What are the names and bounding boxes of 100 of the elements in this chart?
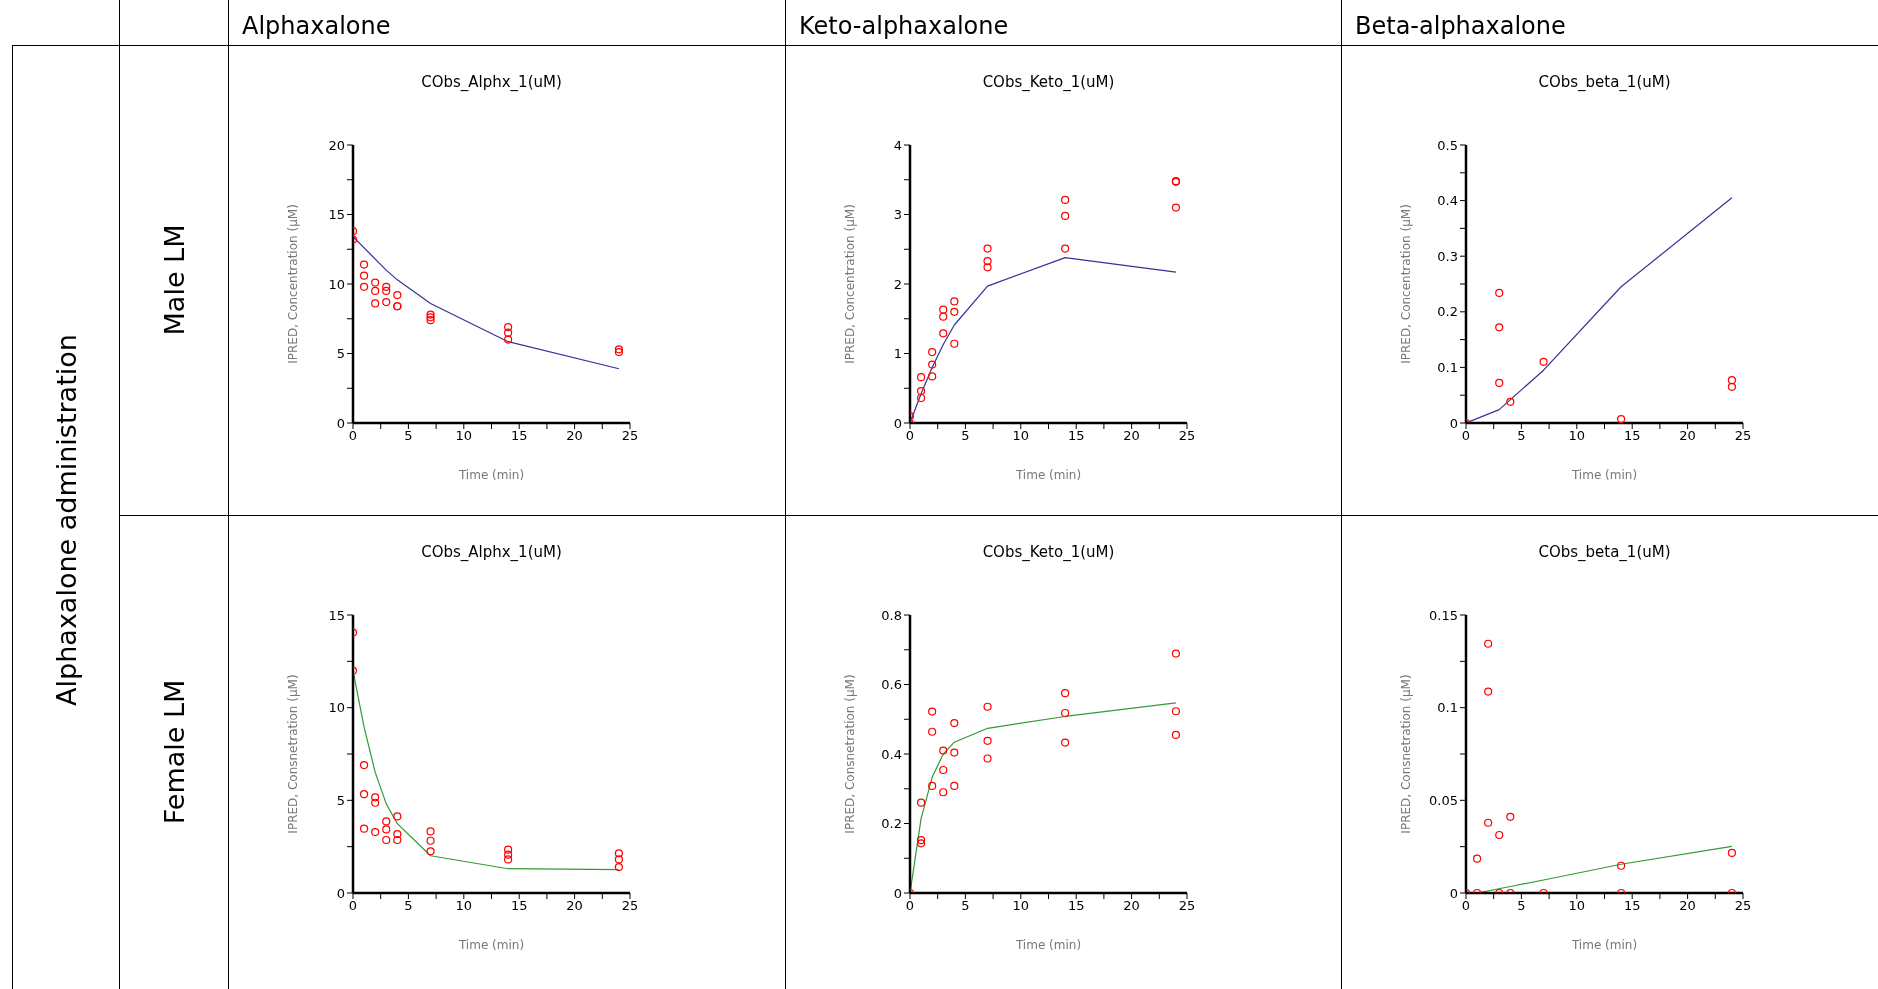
point <box>426 836 435 845</box>
point <box>939 788 948 797</box>
y-axis-title: IPRED, Concentration (μM) <box>843 204 858 364</box>
y-axis-title: IPRED, Concentration (μM) <box>286 204 301 364</box>
point <box>916 386 926 396</box>
x-axis-title: Time (min) <box>1014 468 1082 482</box>
point <box>916 836 926 845</box>
point <box>939 765 948 775</box>
y-tick-label: 0 <box>336 415 345 431</box>
x-axis-title: Time (min) <box>1570 468 1638 482</box>
point <box>1484 639 1493 648</box>
point <box>983 754 992 763</box>
y-tick-label: 0 <box>1449 885 1458 901</box>
point <box>950 781 959 791</box>
y-tick-label: 10 <box>328 276 345 292</box>
point <box>939 305 948 314</box>
point <box>359 790 369 799</box>
y-tick-label: 0.1 <box>1437 360 1458 376</box>
point <box>1506 397 1515 406</box>
y-tick-label: 3 <box>893 207 902 223</box>
x-tick-label: 0 <box>348 428 358 444</box>
point <box>939 746 948 755</box>
x-tick-label: 0 <box>905 428 915 444</box>
point <box>950 339 959 348</box>
point <box>939 312 948 321</box>
text: Female LM <box>158 679 190 825</box>
chart-title: CObs_Keto_1(uM) <box>981 73 1116 91</box>
x-tick-label: 20 <box>566 428 583 444</box>
x-tick-label: 25 <box>621 428 639 444</box>
x-tick-label: 20 <box>1123 898 1140 914</box>
point <box>916 393 926 403</box>
point <box>382 297 391 307</box>
x-axis-title: Time (min) <box>1014 938 1082 952</box>
point <box>504 322 513 332</box>
point <box>382 286 391 296</box>
point <box>382 835 391 845</box>
y-tick-label: 2 <box>893 276 902 292</box>
point <box>916 839 926 848</box>
point <box>614 348 624 357</box>
y-tick-label: 0 <box>1449 415 1458 431</box>
point <box>382 282 391 291</box>
y-tick-label: 0 <box>336 885 345 901</box>
point <box>983 256 992 266</box>
point <box>1061 689 1070 698</box>
point <box>359 271 369 280</box>
text: Alphaxalone administration <box>50 334 82 706</box>
x-tick-label: 10 <box>1012 428 1030 444</box>
x-tick-label: 10 <box>455 898 473 914</box>
point <box>928 372 937 381</box>
point <box>426 313 435 322</box>
x-tick-label: 15 <box>1623 428 1641 444</box>
point <box>504 328 513 337</box>
x-tick-label: 0 <box>1461 898 1471 914</box>
point <box>928 348 937 357</box>
x-tick-label: 15 <box>1067 898 1085 914</box>
x-tick-label: 5 <box>1517 428 1526 444</box>
x-axis-title: Time (min) <box>457 938 525 952</box>
chart-title: CObs_Keto_1(uM) <box>981 543 1116 561</box>
x-tick-label: 10 <box>455 428 473 444</box>
y-axis-title: IPRED, Consnetration (μM) <box>1399 674 1414 834</box>
y-tick-label: 0.1 <box>1437 700 1458 716</box>
point <box>1484 818 1493 827</box>
point <box>359 824 369 833</box>
text: Alphaxalone <box>242 12 391 40</box>
y-axis-title: IPRED, Consnetration (μM) <box>843 674 858 834</box>
point <box>393 829 402 839</box>
point <box>1539 357 1548 366</box>
point <box>382 817 391 826</box>
point <box>1061 211 1070 220</box>
x-tick-label: 20 <box>566 898 583 914</box>
point <box>1495 830 1504 840</box>
point <box>1727 382 1737 391</box>
chart-title: CObs_Alphx_1(uM) <box>420 543 563 561</box>
x-tick-label: 15 <box>510 898 528 914</box>
point <box>371 278 380 287</box>
chart-title: CObs_Alphx_1(uM) <box>420 73 563 91</box>
x-tick-label: 0 <box>905 898 915 914</box>
point <box>393 835 402 845</box>
x-tick-label: 25 <box>1734 898 1752 914</box>
point <box>1727 376 1737 385</box>
point <box>983 244 992 253</box>
point <box>614 855 624 864</box>
point <box>359 260 369 269</box>
chart-title: CObs_beta_1(uM) <box>1537 543 1672 561</box>
y-tick-label: 0.4 <box>1437 193 1458 209</box>
y-tick-label: 5 <box>336 792 345 808</box>
x-axis-title: Time (min) <box>457 468 525 482</box>
point <box>1061 738 1070 747</box>
y-tick-label: 0.6 <box>881 677 902 693</box>
y-tick-label: 0.8 <box>881 607 902 623</box>
x-tick-label: 25 <box>1178 898 1196 914</box>
x-axis-title: Time (min) <box>1570 938 1638 952</box>
point <box>371 827 380 837</box>
y-tick-label: 0.2 <box>881 816 902 832</box>
point <box>359 282 369 291</box>
y-tick-label: 20 <box>328 137 345 153</box>
x-tick-label: 25 <box>621 898 639 914</box>
point <box>371 299 380 308</box>
point <box>359 761 369 770</box>
y-tick-label: 5 <box>336 346 345 362</box>
